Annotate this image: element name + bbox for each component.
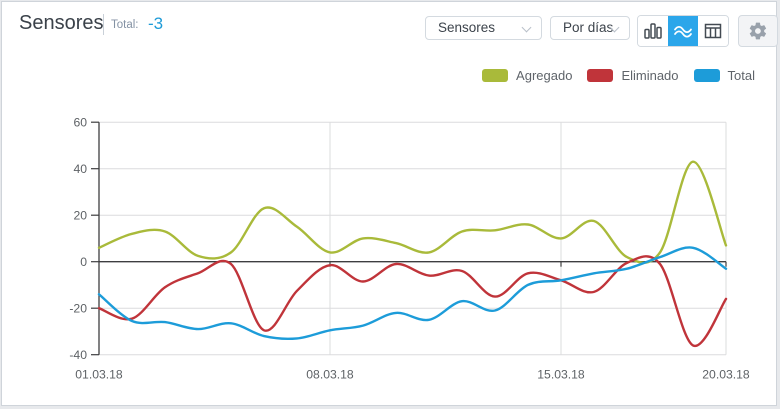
line-chart: 60 40 20 0 -20 -40 01.03.18 08.03.18 15.03.18 20.… <box>2 101 776 396</box>
sensors-filter-select[interactable]: Sensores <box>425 16 542 40</box>
legend-label: Eliminado <box>621 68 679 83</box>
bar-chart-icon <box>644 23 662 39</box>
legend-swatch-eliminado <box>587 69 614 82</box>
legend-swatch-agregado <box>482 69 509 82</box>
line-chart-svg: 60 40 20 0 -20 -40 01.03.18 08.03.18 15.03.18 20.… <box>69 116 750 382</box>
x-tick-label: 08.03.18 <box>306 368 354 382</box>
series-line-total <box>97 246 728 341</box>
legend-item-eliminado[interactable]: Eliminado <box>587 68 679 83</box>
chevron-down-icon <box>521 22 532 33</box>
y-tick-label: 0 <box>80 255 87 269</box>
waves-chart-icon <box>674 25 692 38</box>
y-tick-label: 40 <box>73 162 87 176</box>
total-value: -3 <box>148 14 164 33</box>
sensors-filter-value: Sensores <box>438 20 496 35</box>
legend-item-total[interactable]: Total <box>693 68 755 83</box>
period-filter-value: Por días <box>563 20 614 35</box>
legend-item-agregado[interactable]: Agregado <box>482 68 572 83</box>
legend-label: Total <box>727 68 755 83</box>
y-tick-label: 60 <box>73 116 87 130</box>
settings-button[interactable] <box>738 15 778 47</box>
page-title: Sensores <box>19 12 104 34</box>
period-filter-select[interactable]: Por días <box>550 16 630 40</box>
series-line-agregado <box>97 160 728 264</box>
gear-icon <box>749 22 767 40</box>
legend-label: Agregado <box>516 68 573 83</box>
table-view-button[interactable] <box>698 16 728 46</box>
total-label: Total: <box>111 19 139 31</box>
x-tick-label: 15.03.18 <box>537 368 585 382</box>
legend-swatch-total <box>693 69 720 82</box>
y-tick-label: -20 <box>69 302 87 316</box>
line-chart-view-button[interactable] <box>668 16 698 46</box>
bar-chart-view-button[interactable] <box>638 16 668 46</box>
x-tick-label: 01.03.18 <box>75 368 123 382</box>
table-icon <box>704 23 722 39</box>
chart-legend: Agregado Eliminado Total <box>482 68 755 83</box>
y-tick-label: 20 <box>73 209 87 223</box>
x-tick-label: 20.03.18 <box>702 368 750 382</box>
series-line-eliminado <box>97 255 728 347</box>
title-divider <box>103 14 104 35</box>
y-tick-label: -40 <box>69 348 87 362</box>
view-switcher <box>637 15 729 47</box>
